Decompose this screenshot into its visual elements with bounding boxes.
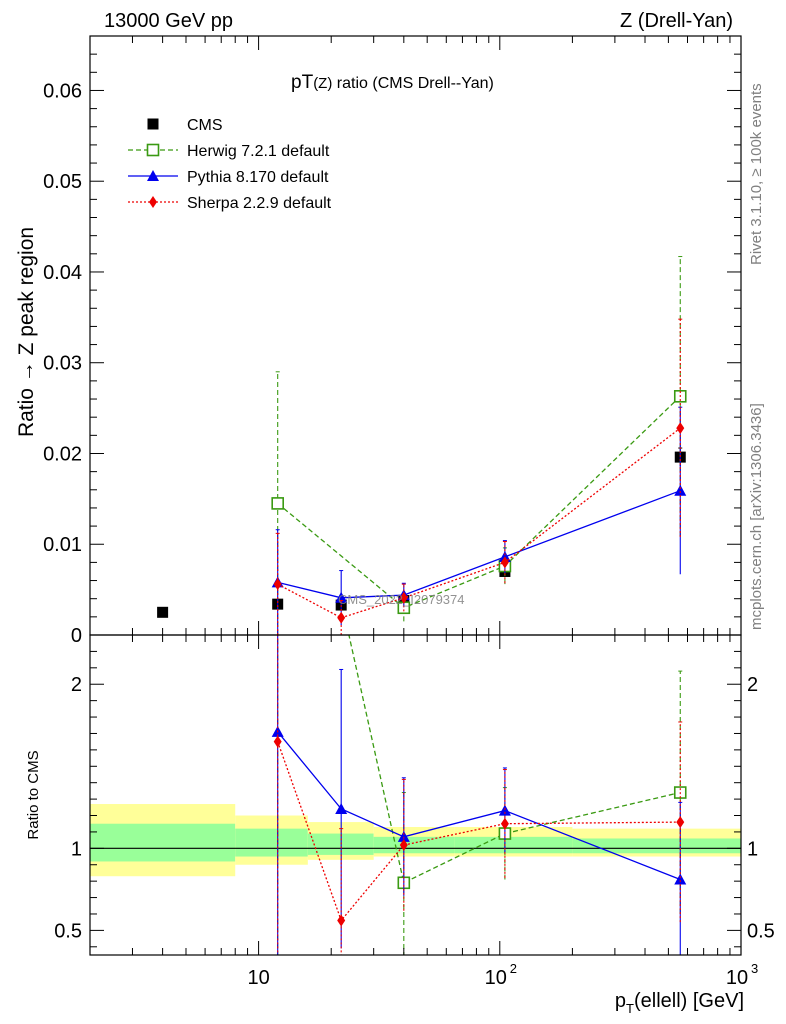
- ratio-sherpa-point: [337, 914, 346, 927]
- ratio-pythia-point: [498, 804, 511, 816]
- main-sherpa-point: [273, 578, 282, 591]
- title-part-rest: ratio (CMS Drell--Yan): [332, 75, 494, 92]
- legend: CMS Herwig 7.2.1 default Pythia 8.170 de…: [128, 117, 332, 212]
- ratio-pythia-point: [674, 873, 687, 885]
- ratio-sherpa-point: [500, 817, 509, 830]
- rivet-label: Rivet 3.1.10, ≥ 100k events: [748, 83, 765, 265]
- main-cms-point: [157, 606, 169, 618]
- main-ytick-label: 0.04: [43, 262, 82, 284]
- main-pythia-point: [335, 591, 348, 603]
- header-left: 13000 GeV pp: [104, 10, 233, 32]
- ratio-ytick-label-right: 0.5: [747, 920, 775, 942]
- legend-label-sherpa: Sherpa 2.2.9 default: [187, 195, 332, 212]
- ratio-sherpa-point: [399, 839, 408, 852]
- main-sherpa-point: [676, 422, 685, 435]
- main-ytick-label: 0.06: [43, 80, 82, 102]
- legend-label-pythia: Pythia 8.170 default: [187, 169, 329, 186]
- main-pythia-line: [277, 490, 681, 599]
- ratio-ytick-label: 1: [71, 838, 82, 860]
- ratio-ytick-label: 2: [71, 674, 82, 696]
- legend-sherpa-marker: [149, 196, 157, 208]
- ratio-ytick-label: 0.5: [54, 920, 82, 942]
- main-ytick-label: 0: [71, 625, 82, 647]
- ratio-sherpa-line: [277, 741, 681, 922]
- ratio-xtick-exponent: 3: [751, 961, 758, 976]
- main-ylabel: Ratio → Z peak region: [15, 227, 38, 437]
- ratio-sherpa-point: [676, 816, 685, 829]
- legend-pythia-marker: [147, 170, 159, 181]
- plot-title: pT(Z) ratio (CMS Drell--Yan): [291, 72, 494, 93]
- main-sherpa-point: [337, 611, 346, 624]
- legend-label-herwig: Herwig 7.2.1 default: [187, 143, 330, 160]
- ratio-xtick-label: 10: [726, 967, 748, 989]
- band-inner: [90, 823, 236, 862]
- main-herwig-point: [271, 497, 284, 510]
- ratio-ytick-label-right: 2: [747, 674, 758, 696]
- main-ytick-label: 0.05: [43, 171, 82, 193]
- ratio-ylabel: Ratio to CMS: [25, 750, 42, 839]
- xlabel-rest: (ellell) [GeV]: [634, 990, 744, 1012]
- ratio-pythia-point: [397, 830, 410, 842]
- ratio-ytick-label-right: 1: [747, 838, 758, 860]
- main-herwig-line: [277, 395, 681, 609]
- main-pythia-point: [674, 484, 687, 496]
- main-sherpa-point: [399, 591, 408, 604]
- band-inner: [373, 836, 455, 854]
- xlabel-sub: T: [626, 1001, 634, 1016]
- ratio-sherpa-point: [273, 735, 282, 748]
- header-right: Z (Drell-Yan): [620, 10, 733, 32]
- band-inner: [454, 836, 573, 854]
- main-ytick-label: 0.01: [43, 534, 82, 556]
- ratio-xlabel: pT(ellell) [GeV]: [615, 990, 744, 1016]
- ratio-frame: [89, 634, 742, 956]
- xlabel-p: p: [615, 990, 626, 1012]
- analysis-watermark: CMS_2022_I2079374: [338, 592, 465, 607]
- ratio-herwig-line: [348, 635, 681, 884]
- legend-herwig-marker: [146, 143, 160, 157]
- ratio-series-layer: [271, 308, 687, 955]
- main-series-layer: [157, 256, 687, 635]
- ratio-xtick-label: 10: [247, 967, 269, 989]
- axis-ticks: 00.010.020.030.040.050.060.5 0.51 12 210 10 2…: [43, 36, 775, 989]
- title-part-pt: pT: [291, 72, 314, 93]
- ratio-herwig-point: [272, 308, 283, 319]
- ratio-xtick-label: 10: [485, 967, 507, 989]
- main-ytick-label: 0.03: [43, 353, 82, 375]
- main-sherpa-point: [500, 556, 509, 569]
- band-inner: [572, 838, 741, 854]
- ratio-xtick-exponent: 2: [510, 961, 517, 976]
- band-inner: [235, 828, 308, 857]
- main-sherpa-line: [277, 427, 681, 619]
- title-part-z: (Z): [313, 75, 332, 92]
- legend-label-cms: CMS: [187, 117, 223, 134]
- ratio-pythia-point: [335, 802, 348, 814]
- main-ytick-label: 0.02: [43, 443, 82, 465]
- legend-cms-marker: [147, 118, 159, 130]
- mcplots-label: mcplots.cern.ch [arXiv:1306.3436]: [748, 403, 765, 630]
